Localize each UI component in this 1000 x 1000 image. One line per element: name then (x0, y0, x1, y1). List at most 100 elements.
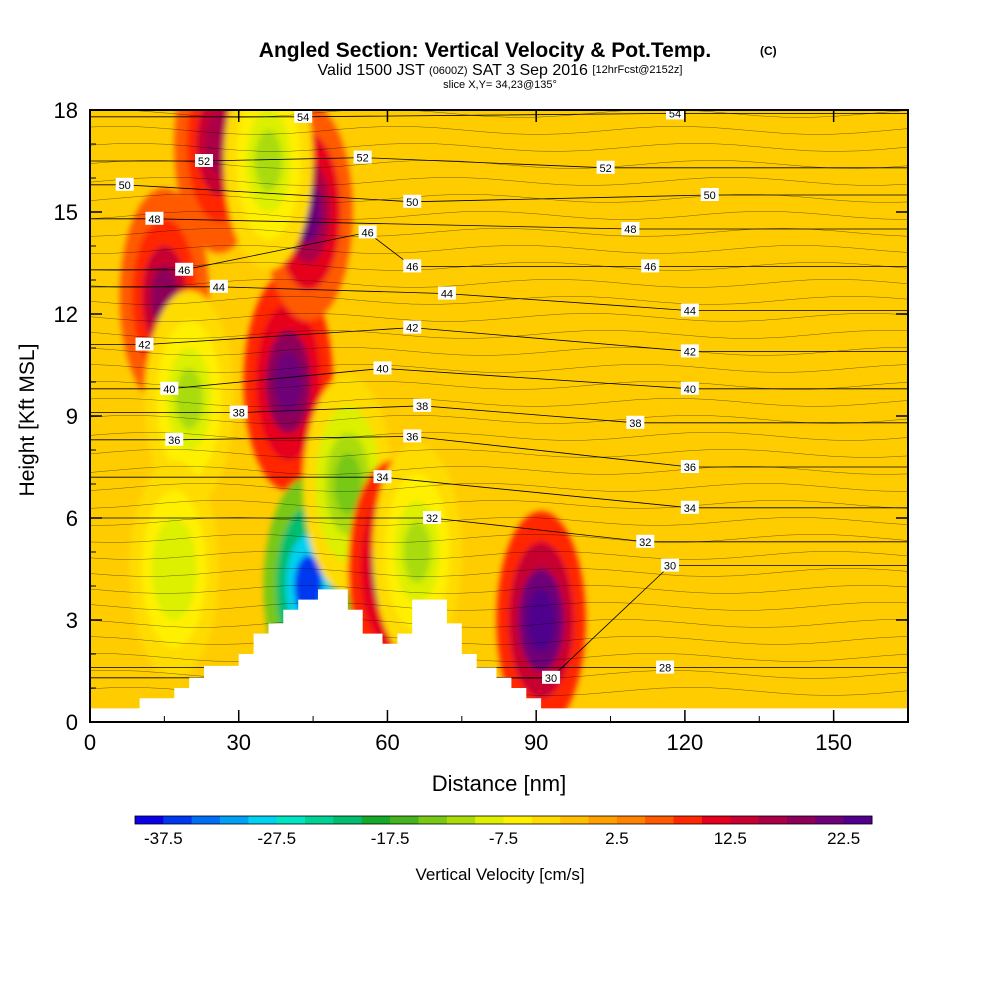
isotherm-label: 38 (229, 405, 248, 420)
isotherm-label-box (621, 222, 640, 235)
isotherm-label-box (373, 361, 392, 375)
isotherm-minor (90, 568, 908, 577)
colorbar-swatch (673, 816, 703, 824)
subtitle-valid: Valid 1500 JST (318, 62, 426, 79)
chart-title-mark: (C) (760, 44, 777, 58)
isotherm-label-text: 42 (684, 346, 696, 358)
isotherm-label-box (294, 110, 313, 123)
isotherm-minor (90, 432, 908, 441)
colorbar-tick-label: 12.5 (714, 829, 747, 848)
velocity-feature-6-band-3 (333, 453, 362, 515)
x-tick-label: 30 (226, 730, 250, 755)
isotherm-label: 44 (209, 279, 228, 294)
velocity-feature-3-band-3 (274, 351, 303, 413)
isotherm-minor (90, 534, 908, 543)
isotherm-label: 44 (680, 303, 699, 318)
isotherm-minor (90, 313, 908, 322)
isotherm-label-text: 42 (138, 340, 150, 352)
isotherm-label-text: 52 (357, 153, 369, 165)
isotherm-minor (90, 398, 908, 407)
isotherm-label-box (403, 259, 422, 273)
isotherm-minor (90, 262, 908, 271)
isotherm-label-text: 48 (148, 214, 160, 226)
isotherm-label-box (165, 432, 184, 446)
subtitle-date: SAT 3 Sep 2016 (472, 62, 588, 79)
isotherm-label-text: 40 (163, 384, 175, 396)
isotherm-label-text: 42 (406, 323, 418, 335)
subtitle-utc: (0600Z) (429, 65, 468, 77)
isotherm-label: 28 (656, 660, 675, 675)
chart-subtitle: Valid 1500 JST (0600Z) SAT 3 Sep 2016 [1… (318, 61, 683, 79)
colorbar-swatch (843, 816, 873, 824)
isotherm-label: 46 (403, 259, 422, 273)
isotherm-minor (90, 143, 908, 152)
plot-area: 54 54 52 52 52 50 50 50 48 48 46 46 46 46 44 44 44 42 42 42… (90, 108, 908, 722)
colorbar-swatch (475, 816, 504, 824)
isotherm-label: 52 (195, 154, 214, 168)
colorbar-swatch (305, 816, 334, 824)
isotherm-label-box (423, 511, 442, 524)
isotherm-label-text: 36 (406, 431, 418, 443)
isotherm-label-text: 40 (376, 363, 388, 375)
colorbar-swatch (560, 816, 590, 824)
isotherm-label-text: 46 (644, 261, 656, 273)
isotherm-minor (90, 177, 908, 186)
colorbar-label: Vertical Velocity [cm/s] (415, 865, 584, 884)
colorbar-tick-label: 2.5 (605, 829, 629, 848)
isotherm-label-box (661, 558, 680, 572)
isotherm-label-box (665, 110, 684, 120)
colorbar-swatch (276, 816, 306, 824)
isotherm-label: 50 (115, 177, 134, 192)
colorbar-swatch (815, 816, 845, 824)
isotherm-label-box (680, 381, 699, 395)
colorbar-swatch (191, 816, 221, 824)
isotherm-label-text: 54 (669, 108, 681, 120)
isotherm-label: 42 (680, 344, 699, 358)
isotherm-label-box (358, 225, 377, 239)
y-tick-label: 6 (66, 506, 78, 531)
isotherm-minor (90, 653, 908, 662)
isotherm-minor (90, 585, 908, 594)
isotherm-label-box (403, 429, 422, 443)
velocity-feature-1-band-3 (175, 368, 204, 430)
isotherm-label-text: 30 (664, 561, 676, 573)
isotherm-label: 46 (641, 259, 660, 273)
y-tick-label: 3 (66, 608, 78, 633)
isotherm-label-text: 38 (233, 408, 245, 420)
isotherm-label: 44 (437, 286, 456, 301)
isotherm-label-box (403, 194, 422, 208)
isotherm-label-text: 50 (406, 197, 418, 209)
isotherm-minor (90, 619, 908, 628)
isotherm-label: 48 (621, 222, 640, 236)
isotherm-label: 50 (700, 188, 719, 202)
isotherm-minor (90, 449, 908, 458)
y-tick-label: 0 (66, 710, 78, 735)
x-tick-label: 150 (815, 730, 852, 755)
isotherm-label-box (700, 188, 719, 201)
x-tick-label: 90 (524, 730, 548, 755)
isotherm-label: 40 (160, 381, 179, 396)
isotherm-label-text: 46 (406, 261, 418, 273)
isotherm-minor (90, 330, 908, 339)
isotherm-label: 54 (665, 108, 684, 120)
isotherm-label-box (353, 150, 372, 164)
isotherm-minor (90, 194, 908, 203)
colorbar-swatch (361, 816, 391, 824)
isotherm-label: 36 (403, 429, 422, 443)
colorbar: -37.5 -27.5 -17.5 -7.5 2.5 12.5 22.5 (134, 815, 873, 848)
isotherm-label-text: 52 (599, 163, 611, 175)
isotherm-48 (90, 218, 908, 230)
isotherm-minor (90, 466, 908, 475)
isotherm-minor (90, 364, 908, 373)
isotherm-label: 30 (542, 670, 561, 685)
x-tick-label: 60 (375, 730, 399, 755)
isotherm-label: 38 (626, 415, 645, 430)
isotherm-minor (90, 551, 908, 560)
isotherm-label: 46 (358, 225, 377, 239)
isotherm-label: 48 (145, 211, 164, 226)
isotherm-label: 32 (636, 534, 655, 549)
isotherm-label-text: 32 (639, 537, 651, 549)
isotherm-label: 40 (680, 381, 699, 396)
isotherm-label-text: 38 (416, 401, 428, 413)
